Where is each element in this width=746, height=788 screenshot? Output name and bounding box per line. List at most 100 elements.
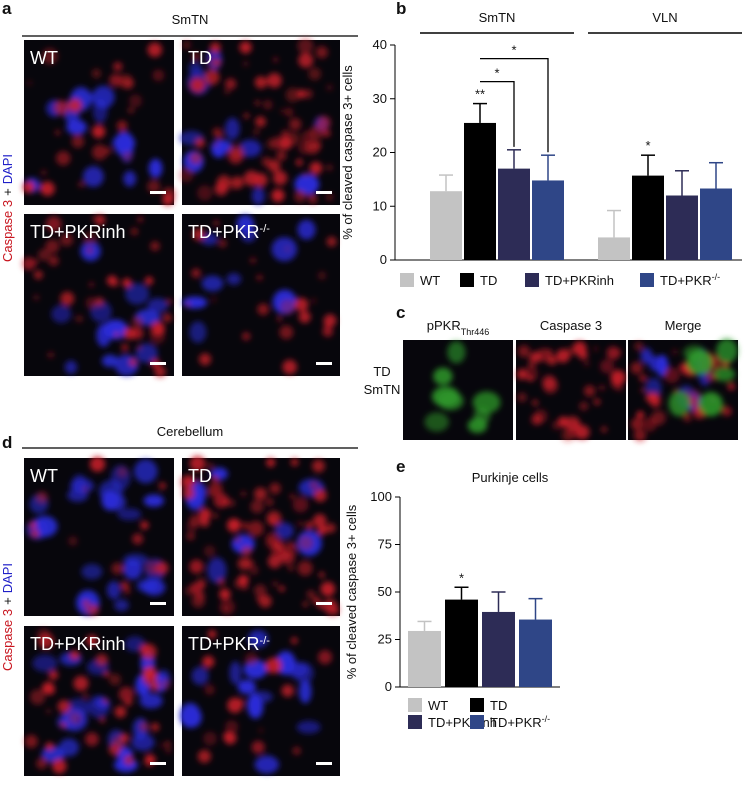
signal [139, 721, 149, 732]
signal [82, 606, 90, 614]
signal [290, 458, 299, 467]
signal [155, 561, 169, 575]
nucleus [66, 119, 87, 135]
signal [593, 346, 598, 351]
signal [206, 462, 214, 470]
nucleus [229, 661, 242, 685]
signal [318, 650, 333, 665]
nucleus [247, 693, 262, 717]
y-tick-label: 40 [373, 37, 387, 52]
signal [271, 188, 285, 203]
signal [119, 733, 130, 743]
signal [129, 94, 143, 108]
legend-text: TD+PKR [660, 273, 712, 288]
panel-header: SmTN [172, 12, 209, 27]
signal [152, 569, 157, 574]
micrograph [180, 455, 340, 617]
signal [217, 578, 225, 586]
panel-label: a [2, 0, 12, 18]
y-tick-label: 50 [378, 584, 392, 599]
signal [240, 491, 247, 497]
signal [78, 181, 84, 188]
signal [317, 525, 328, 536]
signal [326, 164, 333, 171]
nucleus [640, 348, 653, 364]
cells [424, 341, 501, 434]
signal [672, 349, 678, 355]
signal [82, 487, 88, 492]
signal [36, 491, 48, 504]
category-label: VLN [652, 10, 677, 25]
nucleus [41, 746, 65, 763]
signal [639, 374, 647, 382]
signal [255, 116, 266, 128]
signal [40, 185, 47, 192]
signal [309, 161, 323, 175]
signal [95, 653, 108, 667]
signal [202, 655, 215, 668]
signal [606, 346, 620, 360]
legend-text: WT [428, 698, 448, 713]
signal [160, 743, 165, 748]
signal [153, 322, 165, 334]
signal [280, 299, 296, 315]
stain-dapi: DAPI [0, 563, 15, 593]
signal [89, 456, 106, 472]
signal [29, 521, 37, 529]
signal [27, 182, 35, 189]
signal-green [683, 345, 706, 361]
signal [48, 255, 59, 267]
signal [277, 316, 282, 322]
signal [191, 52, 201, 61]
nucleus [294, 173, 320, 196]
signal [45, 239, 60, 254]
signal [516, 368, 528, 380]
nucleus [114, 599, 129, 612]
signal [302, 601, 309, 607]
signal [55, 150, 71, 166]
signal [239, 41, 252, 54]
legend-label: WT [428, 698, 448, 713]
signal [583, 385, 596, 397]
signal [33, 294, 40, 301]
signal [532, 399, 539, 406]
image-label-text: TD+PKR [188, 634, 260, 654]
signal [325, 192, 334, 202]
signal [114, 332, 119, 337]
bar [532, 180, 564, 260]
y-tick-label: 10 [373, 198, 387, 213]
signal [272, 540, 285, 552]
legend-swatch [640, 273, 654, 287]
signal [24, 734, 38, 749]
signal [232, 521, 238, 528]
legend-swatch [400, 273, 414, 287]
nucleus [123, 558, 143, 580]
signal [147, 179, 161, 194]
y-tick-label: 75 [378, 537, 392, 552]
nucleus [51, 304, 72, 324]
signal [222, 498, 230, 506]
nucleus [70, 478, 94, 494]
signal [203, 731, 217, 746]
nucleus [147, 297, 169, 313]
signal [154, 366, 166, 378]
signal [118, 686, 134, 702]
scale-bar [150, 362, 166, 365]
signal [197, 185, 213, 201]
signal [37, 248, 50, 261]
signal [198, 508, 212, 521]
signal [253, 128, 260, 135]
signal-green [668, 390, 691, 417]
signal [52, 759, 67, 774]
signal [207, 629, 217, 639]
signal [258, 728, 263, 733]
nucleus [226, 272, 242, 286]
scale-bar [316, 191, 332, 194]
signal [285, 246, 290, 251]
signal [68, 711, 82, 725]
signal [113, 61, 123, 72]
signal [197, 477, 203, 482]
signal [312, 459, 326, 473]
signal [22, 257, 36, 271]
